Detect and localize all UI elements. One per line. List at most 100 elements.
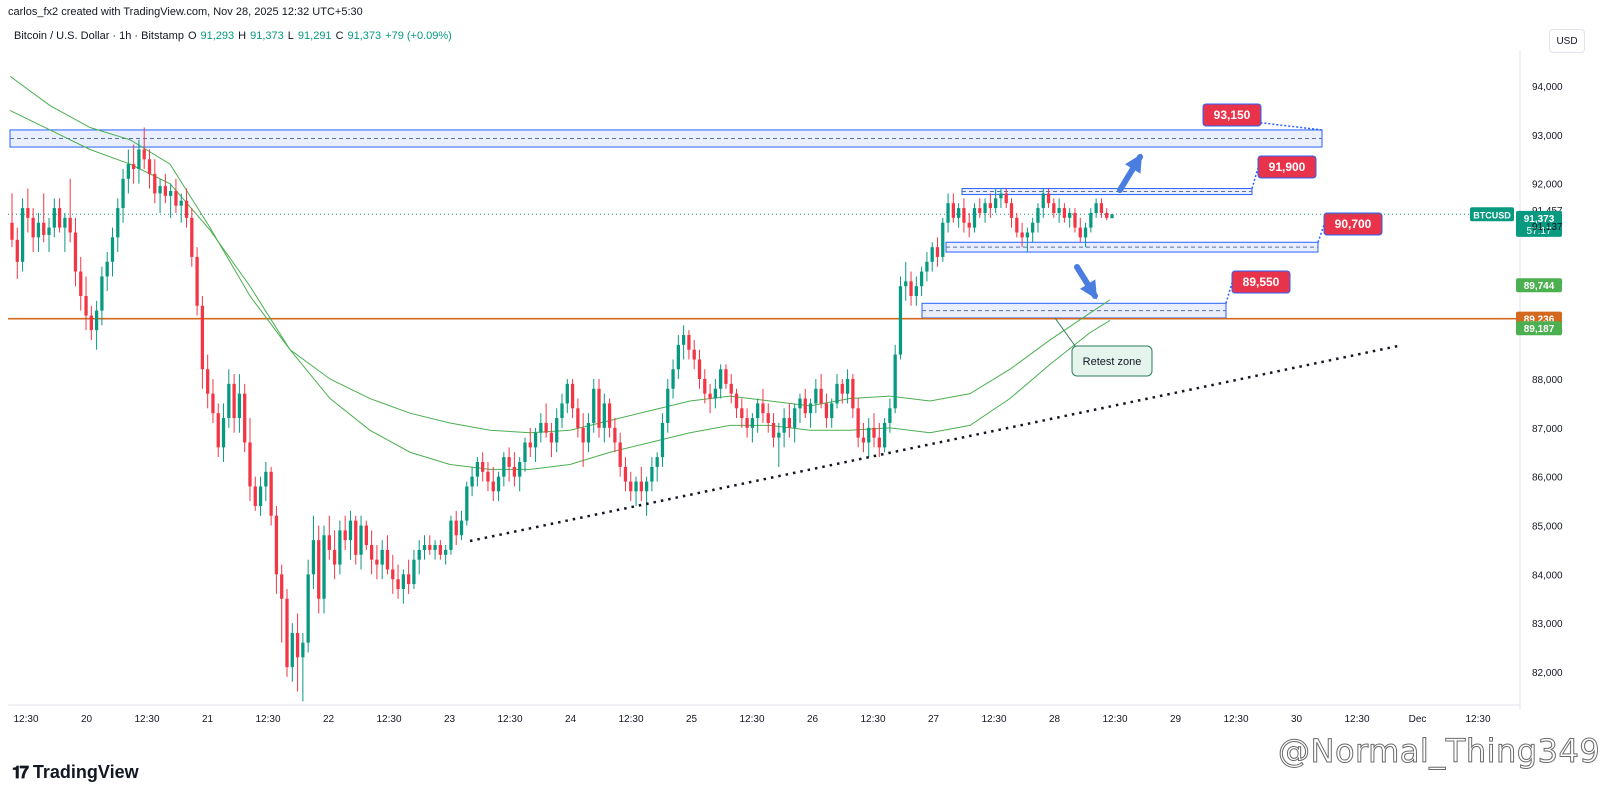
candle-body (999, 193, 1003, 199)
candle (195, 247, 199, 316)
candle (454, 510, 458, 546)
candle-body (486, 471, 490, 482)
candle (988, 193, 993, 218)
y-tick-label: 83,000 (1532, 619, 1563, 630)
candle (819, 374, 823, 409)
watermark: @Normal_Thing3496 (1277, 732, 1600, 771)
candle (666, 379, 670, 433)
candle-body (116, 208, 120, 238)
candle-body (1099, 203, 1104, 213)
candle-body (422, 545, 427, 550)
tradingview-brand[interactable]: 𝟏𝟕 TradingView (12, 762, 139, 783)
candle-body (94, 310, 99, 331)
candle-body (734, 393, 739, 409)
candle (507, 447, 511, 482)
candle-body (919, 271, 924, 287)
y-tick-label: 87,000 (1532, 424, 1563, 435)
candle (68, 178, 72, 243)
candle-body (655, 457, 659, 467)
candle (703, 369, 707, 404)
candle (734, 388, 739, 419)
x-tick-label: 12:30 (376, 714, 401, 725)
candle (539, 413, 543, 443)
candle (1078, 217, 1082, 243)
candle-body (317, 540, 321, 599)
y-tick-label: 82,000 (1532, 668, 1563, 679)
candle-body (481, 462, 485, 472)
candle-body (153, 173, 157, 194)
candle-body (163, 186, 168, 196)
candle (31, 208, 35, 253)
candle (269, 466, 273, 526)
symbol-tag (1470, 207, 1514, 222)
candle-body (824, 403, 829, 419)
candle (555, 408, 559, 453)
candle (253, 476, 257, 511)
candle (750, 413, 755, 443)
candle (428, 535, 432, 555)
zone-callout-label: 93,150 (1214, 108, 1251, 122)
candle-body (533, 432, 538, 448)
candle-body (798, 398, 802, 409)
candle-body (560, 403, 564, 419)
y-tick-label: 88,000 (1532, 375, 1563, 386)
candle (570, 379, 575, 419)
candle-body (613, 427, 617, 443)
candle (248, 418, 252, 502)
candle-body (89, 315, 93, 331)
candle-body (1041, 193, 1045, 209)
candle-body (311, 540, 316, 575)
x-tick-label: 30 (1291, 714, 1303, 725)
price-tag-plain: 91,137 (1532, 222, 1563, 233)
x-tick-label: 29 (1170, 714, 1182, 725)
close-label: C (335, 30, 344, 42)
currency-button[interactable]: USD (1549, 29, 1585, 53)
candle (687, 330, 691, 360)
candle-body (454, 520, 458, 536)
candle-body (528, 442, 532, 448)
candle (782, 408, 786, 448)
candle (221, 403, 226, 463)
candle-body (142, 149, 146, 160)
candle-body (57, 208, 62, 228)
candle-body (290, 632, 294, 668)
candle-body (380, 549, 384, 565)
candle-body (1068, 212, 1072, 218)
candle (322, 525, 326, 614)
candle-body (840, 383, 844, 394)
candle (676, 335, 680, 379)
retest-connector (1054, 317, 1079, 351)
candle (84, 276, 88, 331)
candle-body (306, 574, 310, 643)
candle (1089, 208, 1093, 233)
candle (607, 398, 612, 438)
candle-body (1083, 227, 1088, 238)
candle-body (581, 427, 585, 443)
candle-body (967, 222, 971, 228)
zone-callout (1231, 270, 1291, 294)
candle (824, 393, 829, 428)
candle-body (946, 203, 950, 223)
candle-body (301, 642, 305, 658)
candle (211, 379, 215, 423)
candle (634, 476, 638, 506)
candle-body (406, 574, 411, 585)
candle-body (777, 432, 781, 438)
candle (597, 379, 601, 438)
candle-body (1031, 222, 1035, 233)
candle (348, 510, 353, 560)
price-chart[interactable]: 82,000 83,000 84,000 85,000 86,000 87,000 88,0… (0, 50, 1600, 795)
candle-body (586, 422, 591, 443)
candle-body (639, 481, 643, 492)
candle-body (1110, 214, 1114, 219)
candle (692, 339, 696, 370)
candle (1015, 212, 1019, 238)
candle-body (243, 393, 247, 443)
candle-body (52, 208, 56, 228)
candle (930, 242, 934, 272)
candle-body (692, 349, 696, 360)
zone-callout-label: 89,550 (1243, 275, 1280, 289)
candle (142, 127, 146, 170)
candle (274, 505, 279, 594)
